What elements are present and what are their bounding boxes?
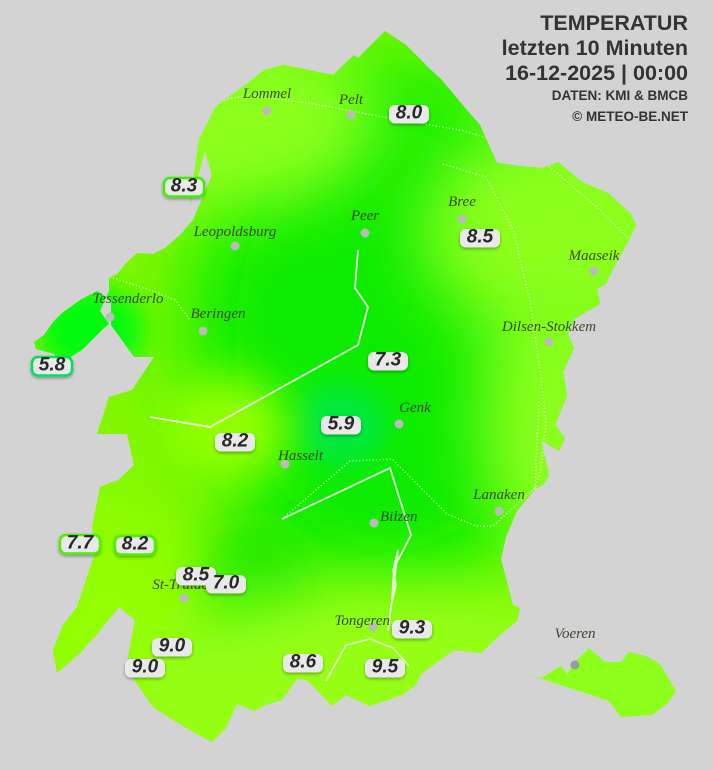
svg-text:Maaseik: Maaseik [568,248,620,264]
svg-text:Bilzen: Bilzen [380,509,418,525]
svg-text:Voeren: Voeren [554,626,595,642]
svg-text:Genk: Genk [399,400,431,416]
svg-text:5.9: 5.9 [328,414,355,435]
svg-text:7.3: 7.3 [375,350,402,371]
svg-text:Beringen: Beringen [191,306,246,322]
svg-text:7.7: 7.7 [67,533,95,554]
svg-text:8.2: 8.2 [122,534,149,555]
svg-text:9.0: 9.0 [132,657,159,678]
svg-text:Dilsen-Stokkem: Dilsen-Stokkem [501,319,596,335]
svg-text:Hasselt: Hasselt [277,448,324,464]
svg-text:8.5: 8.5 [183,565,210,586]
svg-text:16-12-2025 | 00:00: 16-12-2025 | 00:00 [505,61,688,85]
svg-text:Tongeren: Tongeren [334,613,390,629]
svg-text:8.0: 8.0 [396,103,423,124]
svg-text:Bree: Bree [448,194,476,210]
svg-text:7.0: 7.0 [213,573,240,594]
svg-text:© METEO-BE.NET: © METEO-BE.NET [572,109,688,124]
svg-text:Tessenderlo: Tessenderlo [92,291,164,307]
svg-text:8.2: 8.2 [222,431,249,452]
svg-text:9.5: 9.5 [372,657,399,678]
svg-text:Peer: Peer [350,208,379,224]
svg-text:letzten 10 Minuten: letzten 10 Minuten [502,36,688,60]
svg-text:9.3: 9.3 [399,618,426,639]
svg-text:Leopoldsburg: Leopoldsburg [193,224,277,240]
svg-text:9.0: 9.0 [159,636,186,657]
svg-text:8.5: 8.5 [467,227,494,248]
svg-text:Lanaken: Lanaken [472,487,525,503]
svg-text:5.8: 5.8 [39,355,66,376]
svg-text:8.3: 8.3 [171,176,198,197]
svg-text:Pelt: Pelt [338,92,364,108]
svg-text:TEMPERATUR: TEMPERATUR [540,11,688,35]
svg-text:8.6: 8.6 [290,652,317,673]
svg-text:Lommel: Lommel [242,86,291,102]
svg-text:DATEN: KMI & BMCB: DATEN: KMI & BMCB [552,88,688,103]
